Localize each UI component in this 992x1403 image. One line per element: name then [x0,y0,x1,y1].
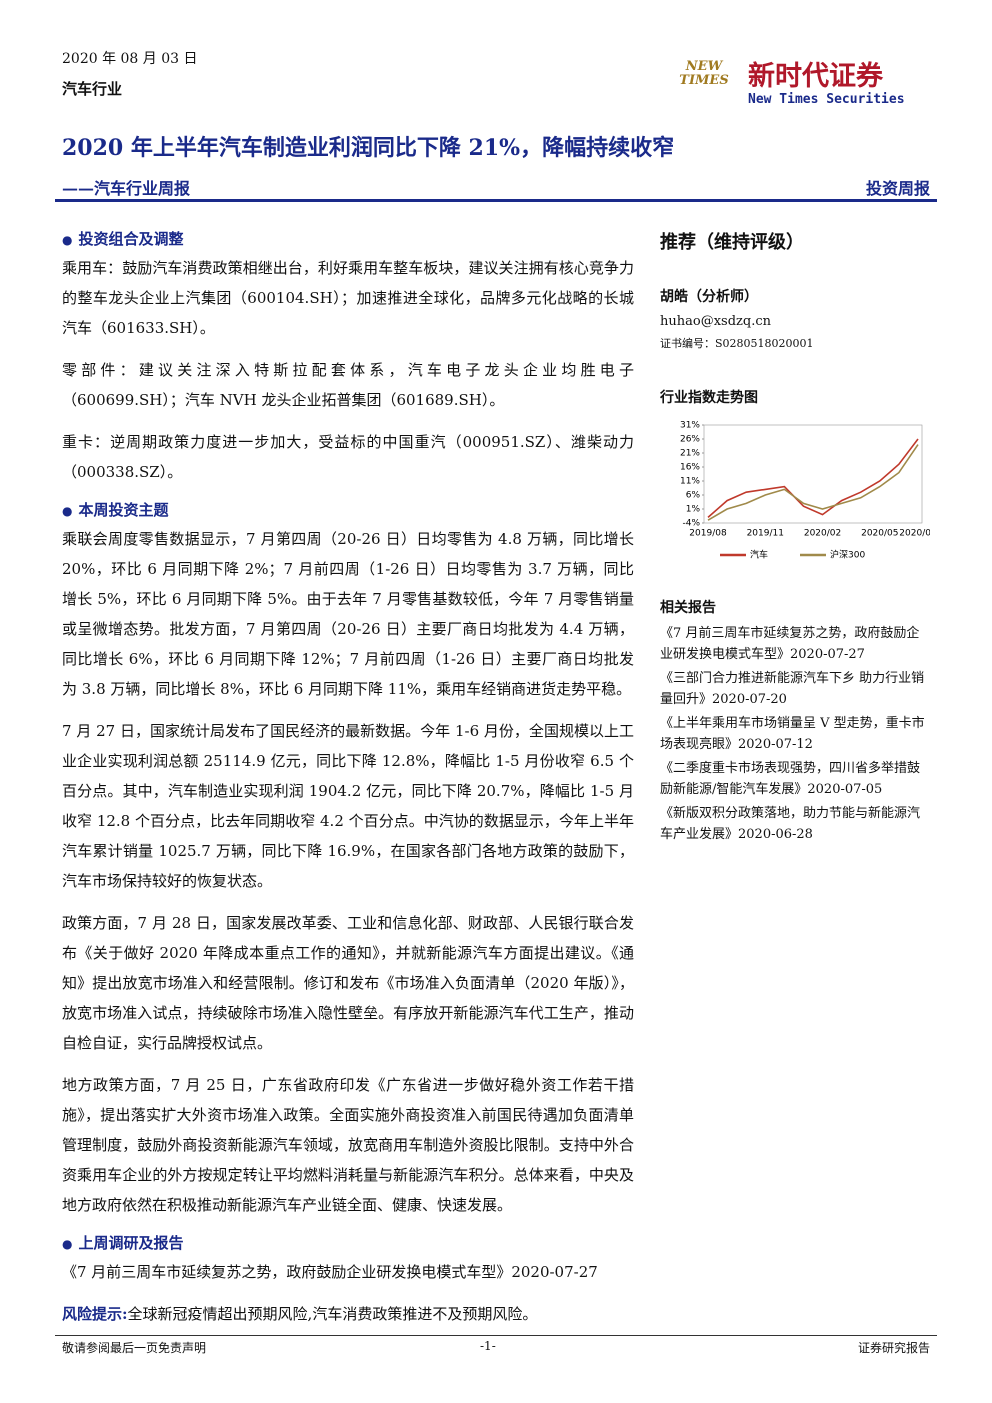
y-tick-label: 11% [680,477,700,487]
x-tick-label: 2020/07 [899,529,930,539]
paragraph: 零部件：建议关注深入特斯拉配套体系，汽车电子龙头企业均胜电子（600699.SH… [62,361,634,409]
industry: 汽车行业 [62,80,123,98]
x-tick-label: 2019/11 [747,529,784,539]
y-tick-label: 21% [680,449,700,459]
related-report: 《二季度重卡市场表现强势，四川省多举措鼓励新能源/智能汽车发展》2020-07-… [660,761,921,797]
section-heading: 上周调研及报告 [62,1232,634,1253]
x-tick-label: 2019/08 [689,529,727,539]
x-tick-label: 2020/02 [804,529,841,539]
y-tick-label: 26% [680,435,700,445]
analyst: 胡皓（分析师） [660,289,758,305]
subtitle: ——汽车行业周报 [62,179,191,198]
paragraph: 政策方面，7 月 28 日，国家发展改革委、工业和信息化部、财政部、人民银行联合… [62,914,634,1052]
section-heading: 投资组合及调整 [62,228,634,249]
related-report: 《7 月前三周车市延续复苏之势，政府鼓励企业研发换电模式车型》2020-07-2… [660,626,920,662]
footer-rule [55,1335,937,1336]
sidebar: 推荐（维持评级） 胡皓（分析师） huhao@xsdzq.cn 证书编号：S02… [660,228,932,848]
logo-cn: 新时代证券 [748,61,883,92]
cert: 证书编号：S0280518020001 [660,337,814,350]
legend-label: 汽车 [750,549,768,561]
related-list: 《7 月前三周车市延续复苏之势，政府鼓励企业研发换电模式车型》2020-07-2… [660,623,932,845]
logo-mark: NEW TIMES [679,59,729,88]
risk: 风险提示:全球新冠疫情超出预期风险,汽车消费政策推进不及预期风险。 [62,1299,634,1329]
risk-text: 全球新冠疫情超出预期风险,汽车消费政策推进不及预期风险。 [127,1305,538,1323]
series-line [707,438,919,519]
risk-label: 风险提示: [62,1305,128,1323]
logo-en: New Times Securities [748,92,905,107]
legend-label: 沪深300 [830,549,865,561]
paragraph: 重卡：逆周期政策力度进一步加大，受益标的中国重汽（000951.SZ）、潍柴动力… [62,433,634,481]
related-report: 《新版双积分政策落地，助力节能与新能源汽车产业发展》2020-06-28 [660,806,921,842]
series-line [707,444,919,521]
y-tick-label: -4% [682,519,700,529]
related-report: 《上半年乘用车市场销量呈 V 型走势，重卡市场表现亮眼》2020-07-12 [660,716,925,752]
y-tick-label: 6% [686,491,701,501]
email: huhao@xsdzq.cn [660,314,771,329]
paragraph: 地方政策方面，7 月 25 日，广东省政府印发《广东省进一步做好稳外资工作若干措… [62,1076,634,1214]
rating: 推荐（维持评级） [660,232,804,253]
related-report: 《三部门合力推进新能源汽车下乡 助力行业销量回升》2020-07-20 [660,671,925,707]
title: 2020 年上半年汽车制造业利润同比下降 21%，降幅持续收窄 [62,135,675,161]
related-heading: 相关报告 [660,600,716,616]
footer-left: 敬请参阅最后一页免责声明 [62,1341,207,1355]
x-tick-label: 2020/05 [861,529,898,539]
plot-frame [703,424,923,524]
report-type: 投资周报 [865,179,930,198]
paragraph: 乘联会周度零售数据显示，7 月第四周（20-26 日）日均零售为 4.8 万辆，… [62,530,634,698]
page-number: -1- [480,1339,496,1353]
y-tick-label: 31% [680,421,700,431]
paragraph: 《7 月前三周车市延续复苏之势，政府鼓励企业研发换电模式车型》2020-07-2… [62,1263,598,1281]
y-tick-label: 16% [680,463,700,473]
chart-title: 行业指数走势图 [660,390,758,406]
date: 2020 年 08 月 03 日 [62,51,198,67]
paragraph: 乘用车：鼓励汽车消费政策相继出台，利好乘用车整车板块，建议关注拥有核心竞争力的整… [62,259,634,337]
footer-right: 证券研究报告 [857,1341,930,1355]
main-column: 投资组合及调整乘用车：鼓励汽车消费政策相继出台，利好乘用车整车板块，建议关注拥有… [62,226,634,1341]
section-heading: 本周投资主题 [62,499,634,520]
chart: 31% 26% 21% 16% 11% 6% 1% -4%2019/08 2019/11 2020… [680,421,930,561]
header-rule [55,199,937,202]
paragraph: 7 月 27 日，国家统计局发布了国民经济的最新数据。今年 1-6 月份，全国规… [62,722,634,890]
y-tick-label: 1% [686,505,701,515]
